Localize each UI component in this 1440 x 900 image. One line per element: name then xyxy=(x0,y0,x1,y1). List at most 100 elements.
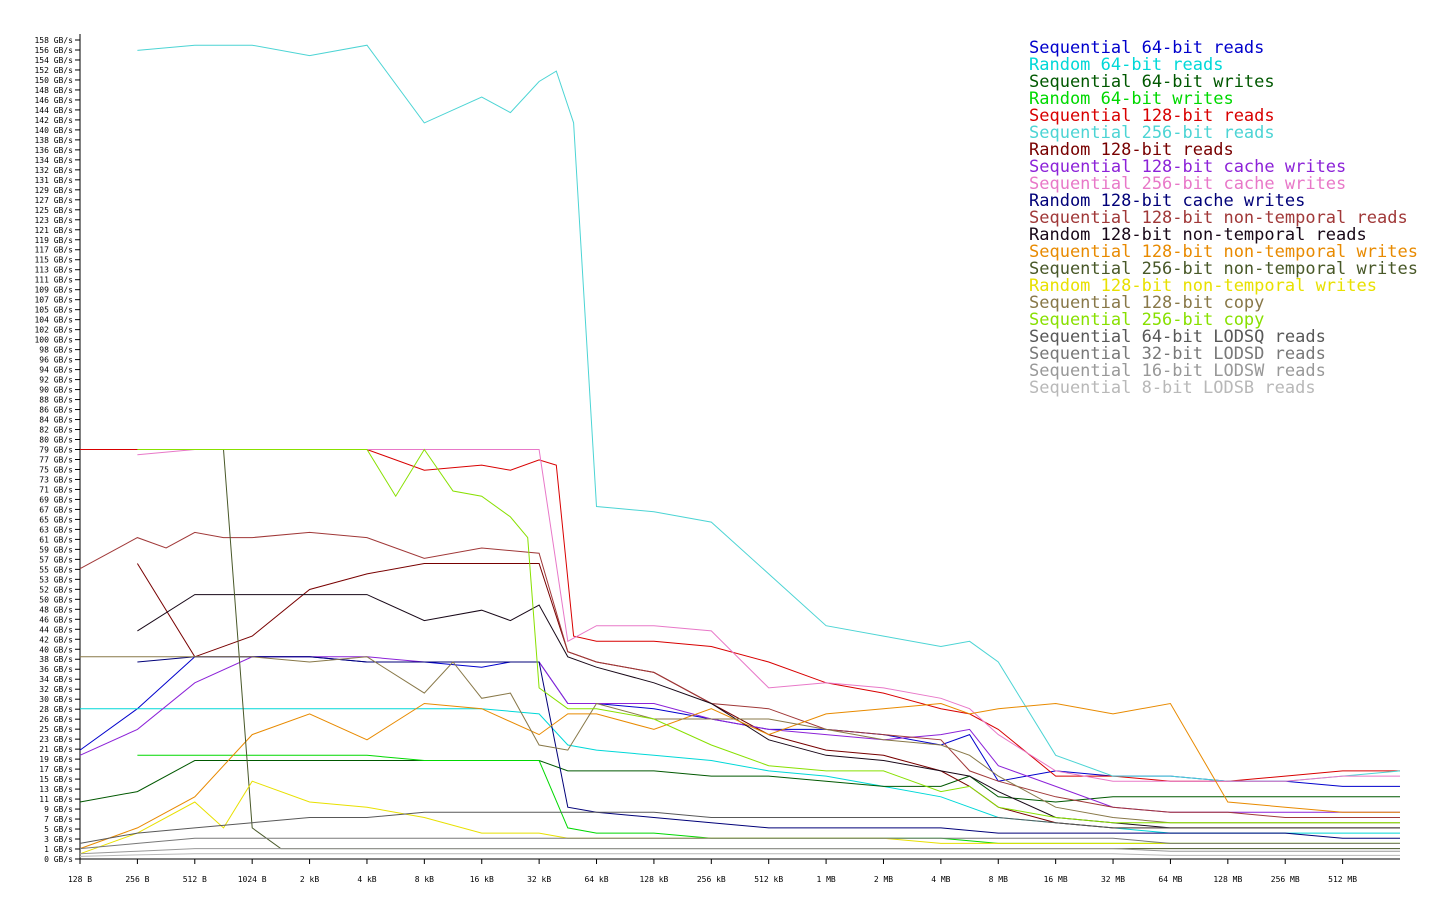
y-tick-label: 9 GB/s xyxy=(44,805,73,814)
series-line-21 xyxy=(79,853,1400,857)
x-tick-label: 16 MB xyxy=(1044,875,1068,884)
x-tick-label: 256 kB xyxy=(697,875,726,884)
y-tick-label: 158 GB/s xyxy=(34,36,73,45)
y-tick-label: 40 GB/s xyxy=(39,645,73,654)
y-tick-label: 154 GB/s xyxy=(34,56,73,65)
y-tick-label: 69 GB/s xyxy=(39,495,73,504)
y-tick-label: 129 GB/s xyxy=(34,186,73,195)
legend-entry-9: Sequential 256-bit cache writes xyxy=(1029,174,1346,194)
y-tick-label: 71 GB/s xyxy=(39,485,73,494)
x-tick-label: 512 MB xyxy=(1328,875,1357,884)
x-tick-label: 2 MB xyxy=(874,875,893,884)
y-tick-label: 98 GB/s xyxy=(39,346,73,355)
y-tick-label: 140 GB/s xyxy=(34,126,73,135)
series-line-12 xyxy=(137,594,1400,829)
y-tick-label: 111 GB/s xyxy=(34,276,73,285)
y-tick-label: 61 GB/s xyxy=(39,535,73,544)
x-tick-label: 128 B xyxy=(68,875,92,884)
x-tick-label: 32 MB xyxy=(1101,875,1125,884)
y-tick-label: 67 GB/s xyxy=(39,505,73,514)
y-tick-label: 84 GB/s xyxy=(39,416,73,425)
x-tick-label: 4 MB xyxy=(931,875,950,884)
legend-entry-19: Sequential 32-bit LODSD reads xyxy=(1029,344,1326,364)
legend-entry-2: Random 64-bit reads xyxy=(1029,55,1223,75)
legend-entry-7: Random 128-bit reads xyxy=(1029,140,1234,160)
y-tick-label: 44 GB/s xyxy=(39,625,73,634)
y-tick-label: 17 GB/s xyxy=(39,765,73,774)
y-tick-label: 119 GB/s xyxy=(34,236,73,245)
x-tick-label: 32 kB xyxy=(527,875,551,884)
y-tick-label: 107 GB/s xyxy=(34,296,73,305)
legend-entry-6: Sequential 256-bit reads xyxy=(1029,123,1275,143)
x-tick-label: 8 kB xyxy=(415,875,434,884)
series-line-8 xyxy=(79,656,1400,813)
legend-entry-16: Sequential 128-bit copy xyxy=(1029,293,1264,313)
y-tick-label: 156 GB/s xyxy=(34,46,73,55)
y-tick-label: 144 GB/s xyxy=(34,106,73,115)
legend-entry-17: Sequential 256-bit copy xyxy=(1029,310,1264,330)
y-tick-label: 148 GB/s xyxy=(34,86,73,95)
y-tick-label: 117 GB/s xyxy=(34,246,73,255)
y-tick-label: 53 GB/s xyxy=(39,575,73,584)
x-tick-label: 256 B xyxy=(125,875,149,884)
y-tick-label: 86 GB/s xyxy=(39,406,73,415)
y-tick-label: 15 GB/s xyxy=(39,775,73,784)
y-tick-label: 100 GB/s xyxy=(34,336,73,345)
y-tick-label: 55 GB/s xyxy=(39,565,73,574)
y-tick-label: 138 GB/s xyxy=(34,136,73,145)
y-tick-label: 36 GB/s xyxy=(39,665,73,674)
x-tick-label: 64 MB xyxy=(1158,875,1182,884)
y-tick-label: 132 GB/s xyxy=(34,166,73,175)
y-tick-label: 26 GB/s xyxy=(39,715,73,724)
y-tick-label: 63 GB/s xyxy=(39,525,73,534)
y-tick-label: 80 GB/s xyxy=(39,436,73,445)
y-tick-label: 136 GB/s xyxy=(34,146,73,155)
legend-entry-4: Random 64-bit writes xyxy=(1029,89,1234,109)
y-tick-label: 142 GB/s xyxy=(34,116,73,125)
series-line-2 xyxy=(80,708,1400,834)
legend-entry-13: Sequential 128-bit non-temporal writes xyxy=(1029,242,1418,262)
y-tick-label: 25 GB/s xyxy=(39,725,73,734)
series-line-4 xyxy=(137,754,1400,844)
series-line-20 xyxy=(79,848,1400,855)
y-tick-label: 23 GB/s xyxy=(39,735,73,744)
series-line-14 xyxy=(137,449,1400,850)
y-tick-label: 7 GB/s xyxy=(44,815,73,824)
y-tick-label: 42 GB/s xyxy=(39,635,73,644)
y-tick-label: 59 GB/s xyxy=(39,545,73,554)
series-line-10 xyxy=(137,656,1400,839)
legend-entry-20: Sequential 16-bit LODSW reads xyxy=(1029,361,1326,381)
y-tick-label: 34 GB/s xyxy=(39,675,73,684)
y-tick-label: 21 GB/s xyxy=(39,745,73,754)
legend-entry-18: Sequential 64-bit LODSQ reads xyxy=(1029,327,1326,347)
y-tick-label: 90 GB/s xyxy=(39,386,73,395)
y-tick-label: 123 GB/s xyxy=(34,216,73,225)
y-tick-label: 104 GB/s xyxy=(34,316,73,325)
y-tick-label: 1 GB/s xyxy=(44,845,73,854)
series-line-3 xyxy=(79,760,1400,803)
y-tick-label: 50 GB/s xyxy=(39,595,73,604)
y-tick-label: 109 GB/s xyxy=(34,286,73,295)
legend-entry-5: Sequential 128-bit reads xyxy=(1029,106,1275,126)
legend-entry-14: Sequential 256-bit non-temporal writes xyxy=(1029,259,1418,279)
y-tick-label: 28 GB/s xyxy=(39,705,73,714)
y-tick-label: 5 GB/s xyxy=(44,825,73,834)
x-tick-label: 256 MB xyxy=(1271,875,1300,884)
legend-entry-10: Random 128-bit cache writes xyxy=(1029,191,1305,211)
y-tick-label: 88 GB/s xyxy=(39,396,73,405)
y-tick-label: 94 GB/s xyxy=(39,366,73,375)
x-axis: 128 B 256 B 512 B 1024 B 2 kB 4 kB 8 kB 16 kB 32… xyxy=(68,858,1400,884)
x-tick-label: 4 kB xyxy=(357,875,376,884)
legend-entry-8: Sequential 128-bit cache writes xyxy=(1029,157,1346,177)
y-tick-label: 146 GB/s xyxy=(34,96,73,105)
y-tick-label: 105 GB/s xyxy=(34,306,73,315)
series-line-9 xyxy=(137,449,1400,782)
series-line-17 xyxy=(137,448,1400,824)
y-tick-label: 73 GB/s xyxy=(39,475,73,484)
y-tick-label: 125 GB/s xyxy=(34,206,73,215)
series-line-13 xyxy=(79,702,1400,850)
y-tick-label: 150 GB/s xyxy=(34,76,73,85)
